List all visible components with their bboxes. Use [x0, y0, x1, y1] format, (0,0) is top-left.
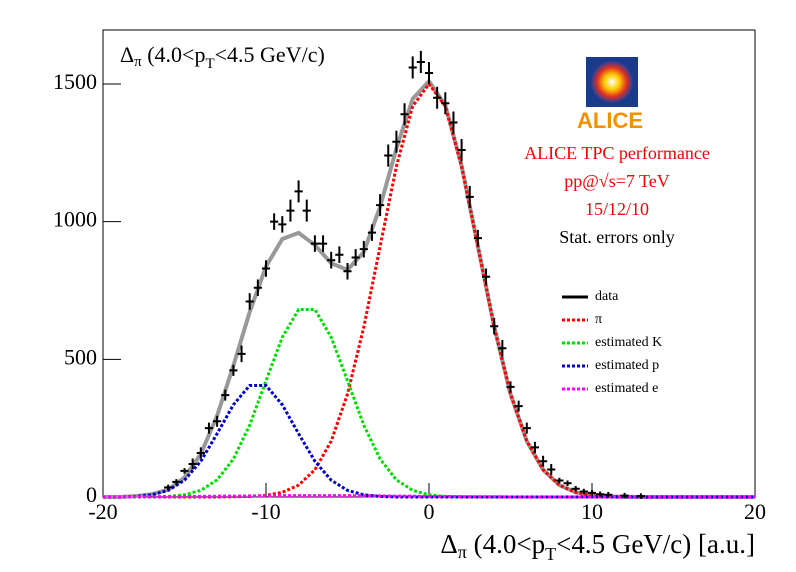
data-point — [571, 485, 580, 492]
label-part: <4.5 GeV/c) [a.u.] — [556, 529, 755, 559]
legend-label: estimated p — [595, 358, 659, 373]
annotation: ALICE TPC performance — [524, 143, 710, 163]
data-point — [481, 268, 491, 285]
data-point — [270, 213, 279, 230]
title-part: (4.0<p — [142, 42, 206, 67]
data-point — [310, 235, 319, 252]
logo-emblem — [591, 61, 633, 103]
annotation: 15/12/10 — [585, 199, 649, 219]
data-point — [253, 279, 262, 296]
data-point — [441, 92, 450, 115]
data-point — [188, 458, 197, 470]
data-point — [530, 441, 540, 453]
label-part: π — [458, 542, 467, 562]
data-point — [229, 364, 238, 376]
data-point — [367, 224, 377, 241]
x-axis-label: Δπ (4.0<pT<4.5 GeV/c) [a.u.] — [440, 529, 755, 564]
data-point — [490, 318, 499, 335]
y-tick-label: 1000 — [53, 207, 97, 232]
plot-title: Δπ (4.0<pT<4.5 GeV/c) — [120, 42, 325, 72]
data-point — [286, 199, 295, 222]
logo: ALICE — [577, 57, 643, 133]
title-part: T — [205, 56, 214, 72]
data-point — [376, 194, 385, 217]
data-point — [318, 235, 328, 252]
x-tick-label: 10 — [581, 499, 603, 524]
label-part: T — [545, 544, 556, 564]
legend-label: data — [595, 289, 619, 304]
data-point — [506, 381, 515, 393]
data-point — [351, 249, 360, 266]
data-point — [180, 468, 189, 474]
data-point — [547, 463, 556, 475]
logo-text: ALICE — [577, 108, 643, 133]
data-point — [164, 484, 173, 491]
data-point — [587, 490, 597, 496]
data-point — [343, 262, 352, 280]
fit-curve — [103, 383, 755, 499]
label-part: (4.0<p — [467, 529, 545, 559]
data-point — [636, 493, 645, 499]
x-tick-label: -10 — [251, 499, 280, 524]
data-point — [604, 492, 613, 498]
data-point — [555, 477, 564, 484]
annotation: pp@√s=7 TeV — [564, 171, 670, 191]
x-tick-label: -20 — [88, 499, 117, 524]
data-point — [294, 180, 303, 203]
data-point — [359, 240, 368, 258]
data-point — [408, 56, 417, 79]
data-point — [416, 50, 425, 73]
data-point — [579, 488, 588, 495]
data-point — [221, 389, 230, 401]
data-point — [302, 199, 311, 222]
title-part: Δ — [120, 42, 134, 67]
data-point — [384, 144, 393, 167]
title-part: <4.5 GeV/c) — [215, 42, 325, 67]
legend-label: π — [595, 312, 602, 327]
data-point — [245, 293, 254, 310]
data-point — [400, 103, 409, 126]
x-tick-label: 20 — [744, 499, 766, 524]
fit-curve — [103, 494, 755, 499]
data-point — [278, 216, 287, 233]
y-tick-label: 500 — [64, 344, 97, 369]
data-point — [473, 229, 482, 247]
data-point — [327, 251, 336, 269]
data-point — [172, 479, 181, 485]
title-part: π — [134, 54, 142, 70]
data-point — [620, 492, 629, 499]
legend-label: estimated K — [595, 335, 662, 350]
data-point — [237, 345, 246, 363]
data-point — [196, 447, 205, 459]
y-tick-label: 0 — [86, 482, 97, 507]
data-point — [465, 185, 474, 208]
data-point — [457, 139, 466, 162]
data-point — [261, 260, 271, 277]
data-point — [424, 61, 434, 84]
data-point — [433, 86, 442, 109]
data-point — [213, 415, 222, 427]
annotation: Stat. errors only — [559, 227, 674, 247]
legend-label: estimated e — [595, 381, 658, 396]
data-point — [522, 422, 531, 434]
data-point — [392, 130, 401, 153]
x-tick-label: 0 — [424, 499, 435, 524]
data-point — [563, 480, 572, 486]
label-part: Δ — [440, 529, 457, 559]
data-point — [335, 246, 344, 263]
data-point — [514, 400, 523, 412]
data-point — [204, 422, 214, 434]
y-tick-label: 1500 — [53, 69, 97, 94]
data-point — [449, 111, 458, 134]
data-point — [596, 491, 605, 497]
data-point — [539, 455, 548, 467]
data-point — [498, 340, 507, 357]
